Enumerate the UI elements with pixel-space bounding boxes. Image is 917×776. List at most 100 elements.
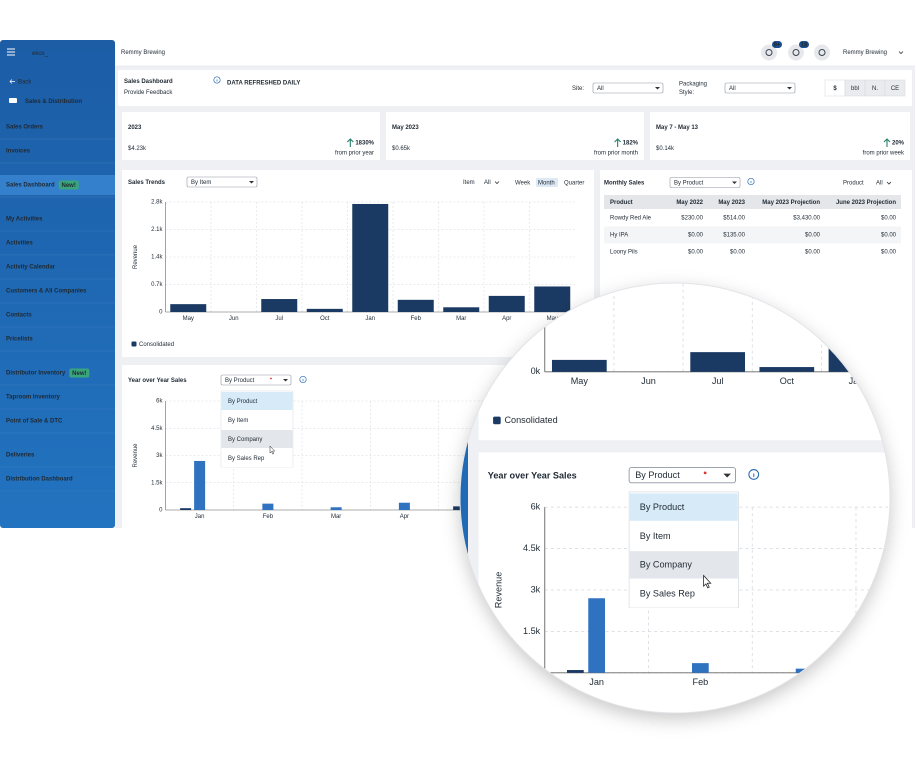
topbar-icon[interactable] (814, 44, 830, 61)
bar (194, 460, 206, 510)
chevron (494, 181, 500, 185)
back-link[interactable]: Back (18, 79, 32, 85)
feedback-link[interactable]: Provide Feedback (124, 90, 173, 96)
menu-option-bg[interactable] (629, 522, 738, 550)
required-dot (703, 471, 707, 475)
filter-label: Product (843, 181, 864, 187)
nav-item[interactable]: Deliveries (6, 453, 35, 459)
menu-option-bg[interactable] (221, 411, 293, 429)
nav-item[interactable]: Invoices (6, 149, 31, 155)
bar (899, 662, 916, 673)
nav-item[interactable]: Contacts (6, 313, 32, 319)
unit-button-label[interactable]: N. (872, 86, 878, 92)
y-tick-label: 3k (531, 584, 541, 594)
menu-option-bg[interactable] (221, 392, 293, 410)
menu-option-bg[interactable] (629, 493, 738, 521)
period-tab[interactable]: Week (515, 180, 531, 186)
bar (588, 598, 605, 673)
unit-button-label[interactable]: $ (833, 86, 837, 92)
unit-button-label[interactable]: CE (891, 86, 899, 92)
nav-item[interactable]: Sales Dashboard (6, 183, 55, 189)
sidebar (460, 283, 468, 713)
filter-value[interactable]: All (876, 181, 883, 187)
nav-item[interactable]: Distribution Dashboard (6, 477, 73, 483)
menu-option[interactable]: By Product (640, 502, 685, 512)
filter-value[interactable]: All (484, 180, 491, 186)
info-icon[interactable] (299, 375, 307, 384)
nav-item[interactable]: Activities (6, 241, 33, 247)
menu-option-bg[interactable] (221, 449, 293, 467)
select-box[interactable] (628, 467, 736, 484)
select-box[interactable] (592, 82, 664, 94)
topbar-glyph (792, 49, 800, 56)
up-arrow (614, 138, 622, 147)
unit-button[interactable] (884, 79, 906, 97)
nav-item[interactable]: Point of Sale & DTC (6, 419, 63, 425)
select-value: All (597, 86, 604, 92)
legend-label: Consolidated (139, 342, 174, 348)
x-tick-label: Oct (320, 316, 330, 322)
menu-option-bg[interactable] (629, 551, 738, 579)
menu-option-bg[interactable] (221, 430, 293, 448)
select-box[interactable] (220, 374, 292, 386)
kpi-note: from prior month (594, 151, 638, 157)
magnifier: 0k Revenue May Jun Jul Oct Jan Feb Mar Apr May Cons… (460, 283, 916, 713)
x-tick-label: Oct (780, 376, 795, 386)
info-icon[interactable] (213, 76, 221, 84)
table-cell: $0.00 (881, 250, 897, 256)
bar (261, 299, 298, 312)
account-name: Remmy Brewing (121, 50, 165, 56)
y-tick-label: 0.7k (151, 282, 163, 288)
unit-button-label[interactable]: bbl (851, 86, 859, 92)
magnified-view: 0k Revenue May Jun Jul Oct Jan Feb Mar Apr May Cons… (460, 283, 916, 713)
x-tick-label: Jul (275, 316, 283, 322)
nav-item[interactable]: Distributor Inventory (6, 371, 66, 377)
y-tick-label: 0 (535, 667, 540, 677)
select-box[interactable] (669, 177, 741, 188)
nav-item[interactable]: My Activities (6, 217, 43, 223)
topbar-glyph (818, 49, 826, 56)
select-caret (249, 181, 254, 184)
nav-item[interactable]: Sales Orders (6, 125, 44, 131)
select-box[interactable] (724, 82, 796, 94)
nav-item[interactable]: Taproom Inventory (6, 395, 61, 401)
x-tick-label: Mar (796, 677, 812, 687)
menu-option[interactable]: By Sales Rep (228, 456, 265, 462)
info-icon[interactable] (747, 177, 755, 186)
kpi-value: $4.23k (128, 146, 147, 152)
menu-option[interactable]: By Sales Rep (640, 589, 695, 599)
period-tab[interactable]: Quarter (564, 180, 584, 186)
required-dot (270, 377, 272, 380)
x-tick-label: Jul (712, 376, 724, 386)
select-box[interactable] (186, 176, 258, 188)
menu-option[interactable]: By Item (640, 531, 671, 541)
column-header: May 2022 (676, 200, 703, 206)
menu-option[interactable]: By Product (228, 399, 258, 405)
user-menu[interactable]: Remmy Brewing (843, 50, 887, 56)
legend-swatch (493, 416, 501, 425)
y-tick-label: 0 (159, 310, 163, 316)
x-tick-label: Apr (400, 514, 409, 520)
select-value: By Product (635, 470, 680, 480)
select-value: By Product (674, 180, 704, 186)
nav-item[interactable]: Customers & All Companies (6, 289, 87, 295)
menu-option[interactable]: By Company (228, 437, 262, 443)
menu-option[interactable]: By Company (640, 560, 693, 570)
info-icon[interactable] (748, 469, 760, 480)
period-tab[interactable]: Month (538, 180, 555, 186)
column-header: June 2023 Projection (836, 200, 896, 206)
topbar-icon[interactable] (788, 44, 804, 61)
bar (551, 359, 607, 372)
y-tick-label: 6k (156, 399, 163, 405)
nav-active (0, 175, 115, 195)
y-tick-label: 1.4k (151, 255, 163, 261)
y-tick-label: 2.8k (151, 200, 163, 206)
cursor (703, 574, 712, 589)
topbar-icon[interactable] (761, 44, 777, 61)
menu-option[interactable]: By Item (228, 418, 248, 424)
menu-option-bg[interactable] (629, 580, 738, 608)
nav-item[interactable]: Pricelists (6, 337, 33, 343)
x-tick-label: Feb (263, 514, 274, 520)
nav-item[interactable]: Activity Calendar (6, 265, 56, 271)
